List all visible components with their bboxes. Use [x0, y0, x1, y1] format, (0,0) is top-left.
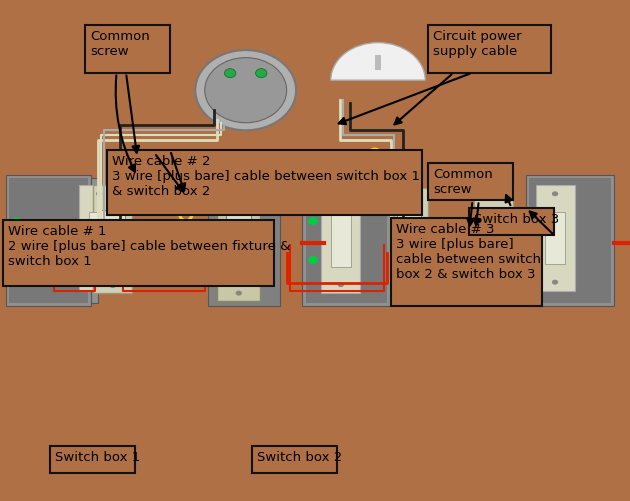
Bar — [545, 212, 564, 265]
Bar — [321, 188, 360, 293]
FancyBboxPatch shape — [428, 163, 513, 200]
Circle shape — [308, 256, 318, 264]
Bar — [217, 188, 260, 301]
Circle shape — [256, 69, 267, 78]
Bar — [306, 178, 387, 303]
Bar — [101, 210, 125, 268]
Bar — [526, 175, 614, 306]
Circle shape — [406, 193, 412, 198]
Bar — [93, 185, 132, 293]
FancyBboxPatch shape — [469, 208, 554, 235]
Circle shape — [195, 50, 296, 130]
Bar — [217, 188, 260, 301]
Bar — [208, 180, 280, 306]
FancyBboxPatch shape — [50, 446, 135, 473]
Text: Wire cable # 2
3 wire [plus bare] cable between switch box 1
& switch box 2: Wire cable # 2 3 wire [plus bare] cable … — [112, 155, 420, 198]
Circle shape — [107, 280, 113, 285]
FancyBboxPatch shape — [3, 220, 274, 286]
Bar — [302, 175, 391, 306]
Circle shape — [96, 280, 102, 285]
Circle shape — [362, 53, 394, 78]
Text: Switch box 3: Switch box 3 — [474, 213, 559, 226]
Circle shape — [110, 190, 116, 195]
Circle shape — [532, 256, 542, 264]
Circle shape — [96, 191, 102, 196]
FancyBboxPatch shape — [107, 150, 422, 215]
Text: Wire cable # 3
3 wire [plus bare]
cable between switch
box 2 & switch box 3: Wire cable # 3 3 wire [plus bare] cable … — [396, 223, 541, 281]
Text: Wire cable # 1
2 wire [plus bare] cable between fixture &
switch box 1: Wire cable # 1 2 wire [plus bare] cable … — [8, 225, 290, 269]
Bar — [389, 188, 428, 293]
Circle shape — [236, 291, 242, 296]
Bar — [226, 215, 251, 273]
Circle shape — [406, 283, 412, 288]
Circle shape — [224, 69, 236, 78]
Bar — [9, 178, 88, 303]
Bar — [6, 175, 91, 306]
Circle shape — [11, 217, 21, 225]
Text: Switch box 2: Switch box 2 — [257, 451, 342, 464]
Bar — [529, 178, 611, 303]
Bar — [331, 214, 350, 267]
FancyBboxPatch shape — [252, 446, 337, 473]
Text: Common
screw: Common screw — [90, 30, 150, 58]
Bar — [226, 215, 251, 273]
Circle shape — [308, 217, 318, 225]
FancyBboxPatch shape — [85, 25, 170, 73]
Text: Switch box 1: Switch box 1 — [55, 451, 140, 464]
Circle shape — [11, 256, 21, 264]
FancyBboxPatch shape — [391, 218, 542, 306]
Circle shape — [338, 194, 344, 199]
Bar — [375, 55, 381, 70]
Bar — [79, 185, 120, 291]
Circle shape — [532, 217, 542, 225]
Bar — [481, 215, 505, 271]
Bar — [91, 178, 98, 303]
Circle shape — [338, 282, 344, 287]
Bar — [89, 212, 110, 265]
Circle shape — [107, 196, 113, 201]
Wedge shape — [331, 43, 425, 80]
Bar — [536, 185, 575, 291]
Circle shape — [110, 283, 116, 288]
Circle shape — [205, 58, 287, 123]
Text: Common
screw: Common screw — [433, 168, 493, 196]
Bar — [102, 215, 119, 266]
Bar — [93, 190, 128, 291]
Bar — [397, 213, 421, 268]
Bar — [474, 188, 513, 293]
FancyBboxPatch shape — [428, 25, 551, 73]
Circle shape — [552, 280, 558, 285]
Text: Circuit power
supply cable: Circuit power supply cable — [433, 30, 522, 58]
Circle shape — [236, 192, 242, 197]
Circle shape — [552, 191, 558, 196]
